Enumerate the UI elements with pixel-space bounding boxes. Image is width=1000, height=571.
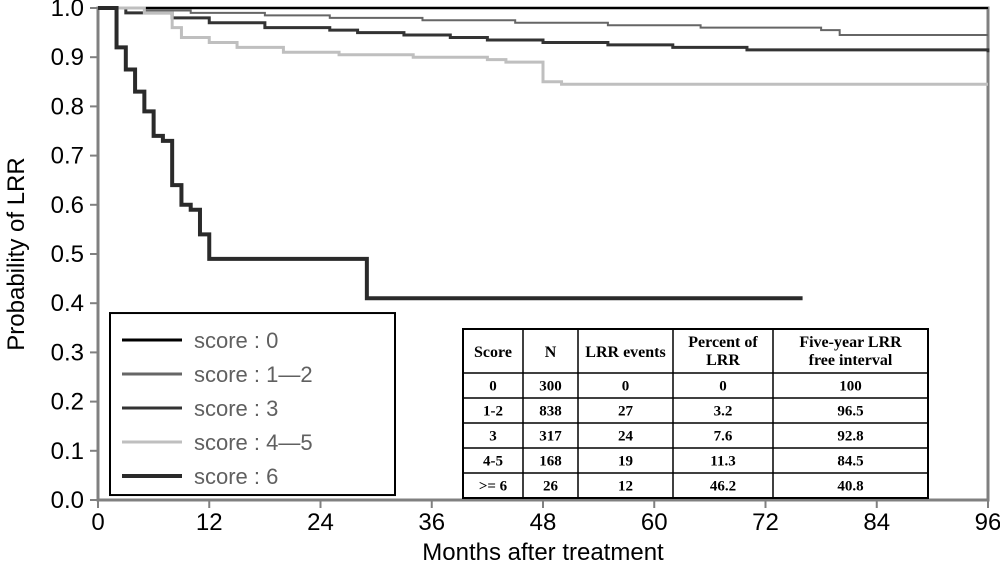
table-cell: 0 [622,379,630,395]
x-tick-label: 72 [752,509,779,536]
table-cell: 838 [539,404,562,420]
y-tick-label: 0.1 [51,438,84,465]
table-cell: 19 [618,454,633,470]
x-tick-label: 24 [307,509,334,536]
table-cell: 27 [618,404,634,420]
y-axis-label: Probability of LRR [3,157,30,350]
table-cell: 4-5 [483,454,503,470]
table-header: Five-year LRR [799,334,902,351]
x-tick-label: 12 [196,509,223,536]
y-tick-label: 0.4 [51,290,84,317]
y-tick-label: 1.0 [51,0,84,22]
x-tick-label: 60 [641,509,668,536]
y-tick-label: 0.6 [51,192,84,219]
km-chart-svg: 0.00.10.20.30.40.50.60.70.80.91.00122436… [0,0,1000,571]
table-cell: 92.8 [837,429,863,445]
x-tick-label: 84 [863,509,890,536]
chart-container: 0.00.10.20.30.40.50.60.70.80.91.00122436… [0,0,1000,571]
y-tick-label: 0.7 [51,143,84,170]
table-cell: >= 6 [479,479,508,495]
table-cell: 7.6 [714,429,733,445]
x-tick-label: 48 [530,509,557,536]
y-tick-label: 0.5 [51,241,84,268]
legend-label: score : 1—2 [194,362,313,387]
table-cell: 3.2 [714,404,733,420]
table-header: free interval [809,352,893,369]
table-cell: 40.8 [837,479,863,495]
table-cell: 96.5 [837,404,863,420]
table-cell: 12 [618,479,633,495]
y-tick-label: 0.2 [51,389,84,416]
x-tick-label: 0 [91,509,104,536]
y-tick-label: 0.0 [51,487,84,514]
y-tick-label: 0.8 [51,93,84,120]
table-cell: 0 [719,379,727,395]
table-cell: 100 [839,379,862,395]
y-tick-label: 0.9 [51,44,84,71]
table-header: N [545,344,557,361]
legend-label: score : 3 [194,396,278,421]
y-tick-label: 0.3 [51,339,84,366]
x-tick-label: 96 [975,509,1000,536]
table-cell: 46.2 [710,479,736,495]
legend-label: score : 0 [194,328,278,353]
table-cell: 317 [539,429,562,445]
table-cell: 1-2 [483,404,503,420]
table-cell: 26 [543,479,559,495]
table-cell: 0 [489,379,497,395]
table-header: LRR events [585,344,665,361]
table-header: Percent of [688,334,758,351]
table-cell: 11.3 [710,454,735,470]
table-cell: 84.5 [837,454,863,470]
x-axis-label: Months after treatment [422,539,664,566]
table-cell: 3 [489,429,497,445]
table-cell: 168 [539,454,562,470]
x-tick-label: 36 [418,509,445,536]
table-header: Score [474,344,512,361]
legend-label: score : 6 [194,464,278,489]
table-header: LRR [706,352,740,369]
table-cell: 24 [618,429,634,445]
legend-label: score : 4—5 [194,430,313,455]
table-cell: 300 [539,379,562,395]
